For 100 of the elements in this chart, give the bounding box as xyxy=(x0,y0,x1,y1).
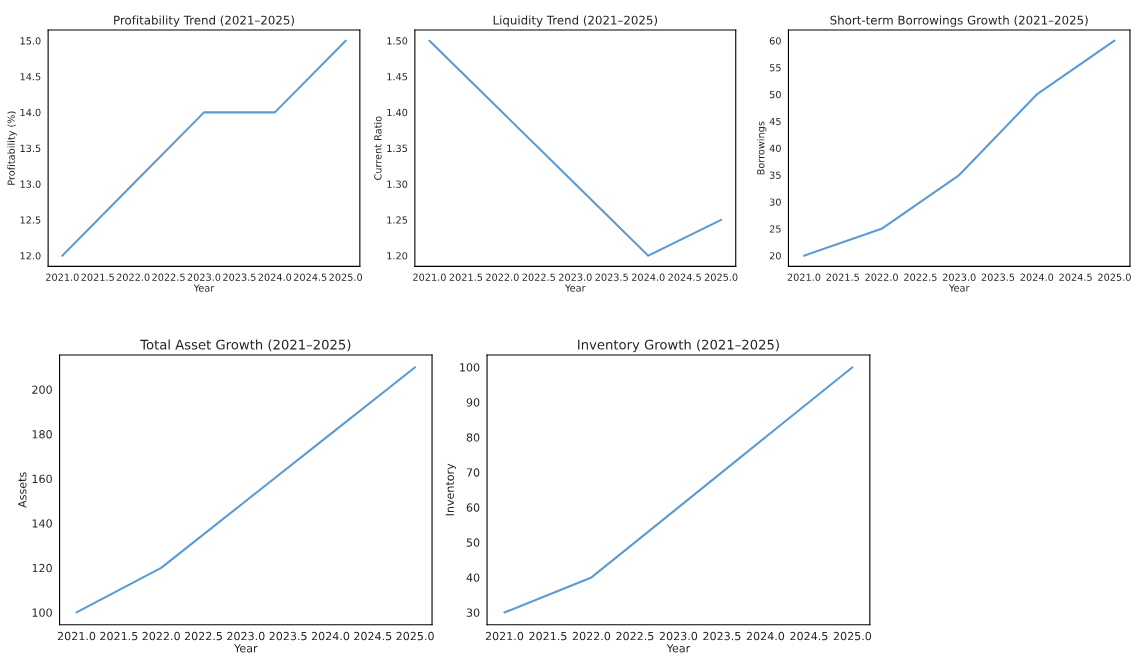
x-tick-label: 2022.0 xyxy=(116,273,150,281)
x-axis-title: Year xyxy=(564,284,586,292)
y-tick-label: 120 xyxy=(32,563,52,573)
y-tick-label: 15.0 xyxy=(20,37,41,45)
y-tick-label: 35 xyxy=(769,171,781,179)
y-tick-label: 12.0 xyxy=(20,252,41,260)
x-tick-label: 2022.0 xyxy=(572,631,611,641)
line-series xyxy=(802,39,1116,257)
x-tick-label: 2022.5 xyxy=(522,273,555,281)
x-tick-label: 2024.5 xyxy=(293,273,327,281)
y-tick-label: 180 xyxy=(32,430,52,439)
x-tick-label: 2022.5 xyxy=(152,273,185,281)
x-tick-label: 2022.0 xyxy=(865,273,898,281)
y-tick-label: 100 xyxy=(460,363,480,372)
x-tick-label: 2025.0 xyxy=(396,631,434,641)
x-tick-label: 2021.0 xyxy=(413,273,446,281)
x-tick-label: 2023.0 xyxy=(187,273,221,281)
y-tick-label: 1.20 xyxy=(387,252,408,260)
y-tick-label: 1.40 xyxy=(387,108,408,117)
x-tick-label: 2022.5 xyxy=(904,273,937,281)
y-axis-title: Inventory xyxy=(445,463,457,516)
y-axis-title: Borrowings xyxy=(756,121,767,175)
x-tick-label: 2021.0 xyxy=(46,273,79,281)
x-tick-label: 2021.5 xyxy=(449,273,483,281)
y-tick-label: 60 xyxy=(769,37,781,45)
x-tick-label: 2024.5 xyxy=(354,631,392,641)
y-tick-label: 70 xyxy=(466,468,480,477)
chart-title: Total Asset Growth (2021–2025) xyxy=(140,339,351,352)
y-tick-label: 13.0 xyxy=(20,180,41,188)
x-tick-label: 2023.0 xyxy=(559,273,592,281)
line-series xyxy=(503,366,854,614)
y-tick-label: 80 xyxy=(466,433,480,442)
chart-title: Inventory Growth (2021–2025) xyxy=(578,339,779,353)
x-tick-label: 2023.0 xyxy=(227,631,265,641)
chart-title: Liquidity Trend (2021–2025) xyxy=(493,15,658,27)
x-tick-label: 2025.0 xyxy=(1098,273,1131,281)
x-tick-label: 2024.0 xyxy=(1020,273,1054,281)
y-tick-label: 100 xyxy=(32,608,52,617)
y-tick-label: 55 xyxy=(769,64,781,72)
x-tick-label: 2022.5 xyxy=(616,631,654,641)
chart-title: Profitability Trend (2021–2025) xyxy=(114,15,294,27)
y-tick-label: 45 xyxy=(769,117,781,126)
y-tick-label: 1.45 xyxy=(387,73,408,81)
y-tick-label: 60 xyxy=(466,503,480,512)
y-tick-label: 20 xyxy=(769,252,781,260)
chart-title: Short-term Borrowings Growth (2021–2025) xyxy=(830,15,1088,27)
x-tick-label: 2021.5 xyxy=(81,273,114,281)
x-tick-label: 2024.0 xyxy=(746,631,785,641)
y-tick-label: 40 xyxy=(769,144,781,153)
x-tick-label: 2024.0 xyxy=(258,273,292,281)
y-tick-label: 25 xyxy=(769,225,781,233)
y-tick-label: 30 xyxy=(466,608,480,617)
x-tick-label: 2023.5 xyxy=(703,631,741,641)
x-tick-label: 2024.5 xyxy=(790,631,828,641)
y-axis-title: Current Ratio xyxy=(374,116,382,180)
x-axis-title: Year xyxy=(948,284,970,292)
line-series xyxy=(61,39,347,257)
x-tick-label: 2023.5 xyxy=(223,273,256,281)
y-tick-label: 1.25 xyxy=(387,216,408,224)
y-tick-label: 140 xyxy=(32,519,52,528)
y-tick-label: 1.30 xyxy=(387,180,408,188)
x-tick-label: 2021.0 xyxy=(787,273,821,281)
x-tick-label: 2025.0 xyxy=(833,631,872,641)
x-axis-title: Year xyxy=(666,644,691,653)
x-tick-label: 2023.5 xyxy=(981,273,1015,281)
y-tick-label: 1.50 xyxy=(387,37,408,45)
x-tick-label: 2022.5 xyxy=(184,631,222,641)
x-tick-label: 2021.5 xyxy=(529,631,567,641)
y-tick-label: 30 xyxy=(769,198,781,206)
x-tick-label: 2022.0 xyxy=(142,631,180,641)
x-tick-label: 2023.5 xyxy=(269,631,307,641)
x-tick-label: 2024.0 xyxy=(311,631,350,641)
x-tick-label: 2021.5 xyxy=(100,631,138,641)
y-tick-label: 12.5 xyxy=(20,216,41,224)
y-tick-label: 14.5 xyxy=(20,73,41,81)
x-tick-label: 2022.0 xyxy=(486,273,519,281)
y-axis-title: Assets xyxy=(18,472,27,508)
y-tick-label: 50 xyxy=(466,538,480,547)
y-tick-label: 90 xyxy=(466,398,480,407)
x-tick-label: 2024.5 xyxy=(1059,273,1092,281)
x-tick-label: 2024.5 xyxy=(668,273,701,281)
y-tick-label: 160 xyxy=(32,474,52,484)
x-axis-title: Year xyxy=(193,284,215,292)
x-tick-label: 2025.0 xyxy=(329,273,363,281)
y-tick-label: 200 xyxy=(32,385,52,394)
x-tick-label: 2023.5 xyxy=(595,273,628,281)
y-tick-label: 13.5 xyxy=(20,144,41,153)
x-axis-title: Year xyxy=(234,644,258,653)
x-tick-label: 2021.5 xyxy=(826,273,859,281)
x-tick-label: 2023.0 xyxy=(942,273,976,281)
line-series xyxy=(428,39,723,257)
y-tick-label: 1.35 xyxy=(387,144,408,153)
y-tick-label: 14.0 xyxy=(20,108,41,117)
y-axis-title: Profitability (%) xyxy=(7,111,17,185)
x-tick-label: 2025.0 xyxy=(704,273,738,281)
x-tick-label: 2023.0 xyxy=(659,631,698,641)
y-tick-label: 40 xyxy=(466,573,480,582)
line-series xyxy=(75,366,417,614)
y-tick-label: 50 xyxy=(769,90,781,99)
x-tick-label: 2021.0 xyxy=(57,631,96,641)
